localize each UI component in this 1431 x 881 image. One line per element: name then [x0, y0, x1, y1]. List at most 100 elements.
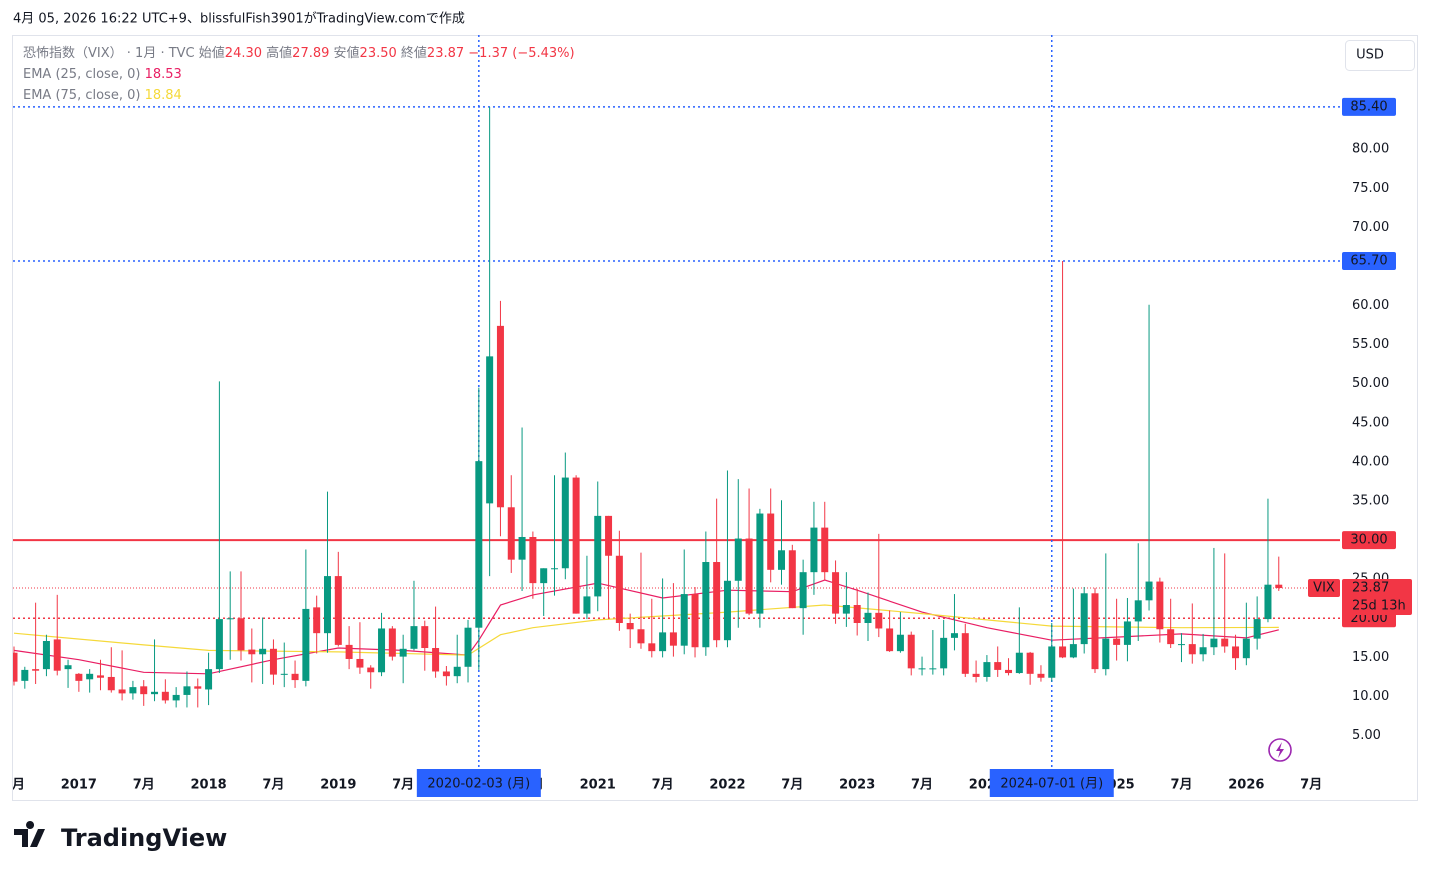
candle-body — [1242, 638, 1250, 659]
candle-body — [994, 662, 1002, 670]
y-tick-label: 80.00 — [1352, 142, 1389, 157]
candle-body — [13, 652, 18, 682]
candle-body — [205, 669, 213, 690]
candle-body — [572, 477, 580, 614]
candle-body — [961, 633, 969, 674]
symbol-tag: VIX — [1313, 581, 1335, 596]
x-tick-label: 7月 — [652, 778, 674, 793]
candle-body — [486, 356, 494, 504]
candle-body — [388, 628, 396, 657]
candle-body — [810, 527, 818, 573]
crosshair-label-box — [989, 769, 1114, 797]
candle-body — [615, 555, 623, 623]
price-label-box — [1342, 531, 1396, 550]
candle-body — [215, 619, 223, 670]
candle-body — [269, 648, 277, 675]
candle-body — [345, 644, 353, 659]
last-price-box — [1342, 579, 1412, 616]
candle-body — [1026, 652, 1034, 674]
legend-key: 高値 — [266, 45, 292, 61]
candle-body — [1199, 647, 1207, 655]
candle-body — [129, 687, 137, 694]
candle-body — [983, 662, 991, 677]
candle-body — [853, 605, 861, 623]
candle-body — [1177, 644, 1185, 646]
y-tick-label: 15.00 — [1352, 650, 1389, 665]
candle-body — [1080, 593, 1088, 645]
candle-body — [691, 594, 699, 648]
ema-line — [13, 604, 1279, 656]
candle-body — [896, 634, 904, 652]
candle-body — [1156, 581, 1164, 630]
candle-body — [302, 608, 310, 681]
candle-body — [680, 594, 688, 646]
candle-body — [140, 686, 148, 695]
x-tick-label: 7月 — [1300, 778, 1322, 793]
candle-body — [1264, 584, 1272, 620]
candle-body — [723, 580, 731, 641]
candle-body — [886, 628, 894, 652]
legend-key: 終値 — [401, 45, 427, 61]
candle-body — [1005, 669, 1013, 674]
candle-body — [86, 673, 94, 680]
legend-indicator: EMA (75, close, 0) — [23, 88, 140, 103]
candle-body — [1069, 644, 1077, 658]
x-tick-label: 2018 — [190, 778, 226, 793]
legend-line: 恐怖指数（VIX） · 1月 · TVC 始値24.30 高値27.89 安値2… — [23, 45, 575, 61]
symbol-tag-box — [1308, 579, 1340, 598]
candle-body — [32, 669, 40, 671]
last-price-label: 23.87 — [1352, 581, 1389, 596]
legend-line: EMA (75, close, 0) 18.84 — [23, 88, 182, 103]
price-label: 85.40 — [1350, 99, 1387, 114]
candle-body — [1167, 629, 1175, 645]
candle-body — [291, 673, 299, 681]
candle-body — [96, 675, 104, 678]
overlay-labels: 2020-02-03 (月) 2024-07-01 (月) 85.40 65.70 30… — [416, 97, 1412, 797]
y-tick-label: 75.00 — [1352, 181, 1389, 196]
brand-name: TradingView — [61, 824, 227, 852]
currency-label[interactable]: USD — [1356, 48, 1384, 63]
legend-value: 24.30 — [225, 46, 262, 61]
candle-body — [940, 637, 948, 669]
x-tick-label: 2022 — [709, 778, 745, 793]
legend: 恐怖指数（VIX） · 1月 · TVC 始値24.30 高値27.89 安値2… — [23, 45, 575, 103]
legend-title: 恐怖指数（VIX） — [23, 45, 123, 61]
y-tick-label: 70.00 — [1352, 220, 1389, 235]
x-tick-label: 7月 — [392, 778, 414, 793]
candle-body — [21, 669, 29, 681]
candle-body — [778, 550, 786, 570]
candle-body — [767, 513, 775, 570]
candle-body — [475, 461, 483, 628]
candle-body — [950, 633, 958, 638]
candle-body — [626, 623, 634, 630]
currency-button[interactable] — [1345, 40, 1415, 71]
alert-icon[interactable] — [1268, 738, 1292, 762]
x-tick-label: 7月 — [911, 778, 933, 793]
candle-body — [713, 562, 721, 641]
y-tick-label: 5.00 — [1352, 728, 1381, 743]
candle-body — [594, 515, 602, 597]
candle-body — [399, 648, 407, 657]
candle-body — [929, 668, 937, 670]
candle-body — [529, 536, 537, 584]
candle-body — [702, 562, 710, 648]
candle-body — [367, 667, 375, 673]
x-tick-label: 7月 — [781, 778, 803, 793]
legend-change: −1.37 (−5.43%) — [468, 46, 574, 61]
crosshair-label: 2024-07-01 (月) — [1000, 777, 1103, 792]
candle-body — [280, 673, 288, 675]
brand-logo: TradingView — [14, 821, 227, 852]
candle-body — [842, 605, 850, 614]
legend-interval: · 1月 · TVC — [127, 46, 195, 61]
crosshair-label-box — [416, 769, 541, 797]
candle-body — [756, 513, 764, 614]
x-tick-label: 2019 — [320, 778, 356, 793]
candle-body — [875, 612, 883, 629]
candle-body — [323, 576, 331, 634]
legend-value: 23.87 — [427, 46, 464, 61]
candle-body — [42, 640, 50, 670]
legend-value: 23.50 — [360, 46, 397, 61]
candle-body — [972, 673, 980, 677]
x-tick-label: 2023 — [839, 778, 875, 793]
y-tick-label: 40.00 — [1352, 454, 1389, 469]
